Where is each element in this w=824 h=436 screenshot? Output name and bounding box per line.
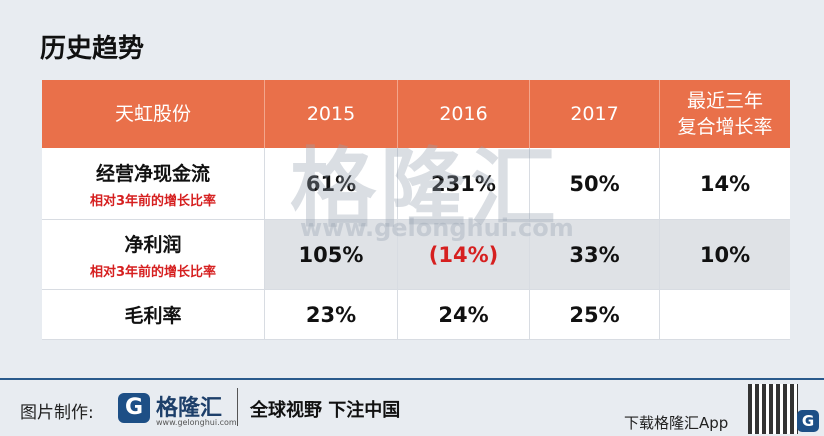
made-by: 图片制作:	[20, 403, 94, 423]
logo-icon: G	[118, 393, 150, 423]
cell: 24%	[398, 290, 530, 340]
cell: 14%	[660, 148, 790, 220]
cell	[660, 290, 790, 340]
logo: 格隆汇	[156, 396, 223, 421]
watermark: 格隆汇	[290, 139, 560, 239]
note: 相对3年前的增长比率	[89, 193, 217, 209]
cell: 231%	[398, 148, 530, 220]
logo-url: www.gelonghui.com	[156, 418, 237, 427]
label: 净利润	[124, 233, 182, 256]
qr-code	[748, 384, 798, 434]
slogan: 全球视野 下注中国	[250, 400, 401, 421]
header-cell: 天虹股份	[42, 80, 265, 148]
header-line: 最近三年	[686, 90, 763, 112]
header-line: 复合增长率	[677, 116, 773, 138]
app-icon: G	[797, 410, 819, 432]
title: 历史趋势	[40, 34, 145, 64]
download: 下载格隆汇App	[624, 414, 729, 432]
cell: 23%	[265, 290, 398, 340]
cell: 25%	[530, 290, 660, 340]
separator	[237, 388, 238, 426]
header-cell: 2015	[265, 80, 398, 148]
row-label: 毛利率	[42, 290, 265, 340]
cell: 50%	[530, 148, 660, 220]
label: 毛利率	[124, 305, 182, 327]
cell: 33%	[530, 220, 660, 290]
watermark-url: www.gelonghui.com	[300, 214, 574, 242]
row-label: 净利润 相对3年前的增长比率	[42, 220, 265, 290]
row-label: 经营净现金流 相对3年前的增长比率	[42, 148, 265, 220]
label: 经营净现金流	[95, 162, 210, 185]
header-cell: 最近三年 复合增长率	[660, 80, 790, 148]
cell: 10%	[660, 220, 790, 290]
header-cell: 2016	[398, 80, 530, 148]
cell: (14%)	[398, 220, 530, 290]
note: 相对3年前的增长比率	[89, 264, 217, 280]
divider	[0, 378, 824, 380]
cell: 105%	[265, 220, 398, 290]
cell: 61%	[265, 148, 398, 220]
header-cell: 2017	[530, 80, 660, 148]
